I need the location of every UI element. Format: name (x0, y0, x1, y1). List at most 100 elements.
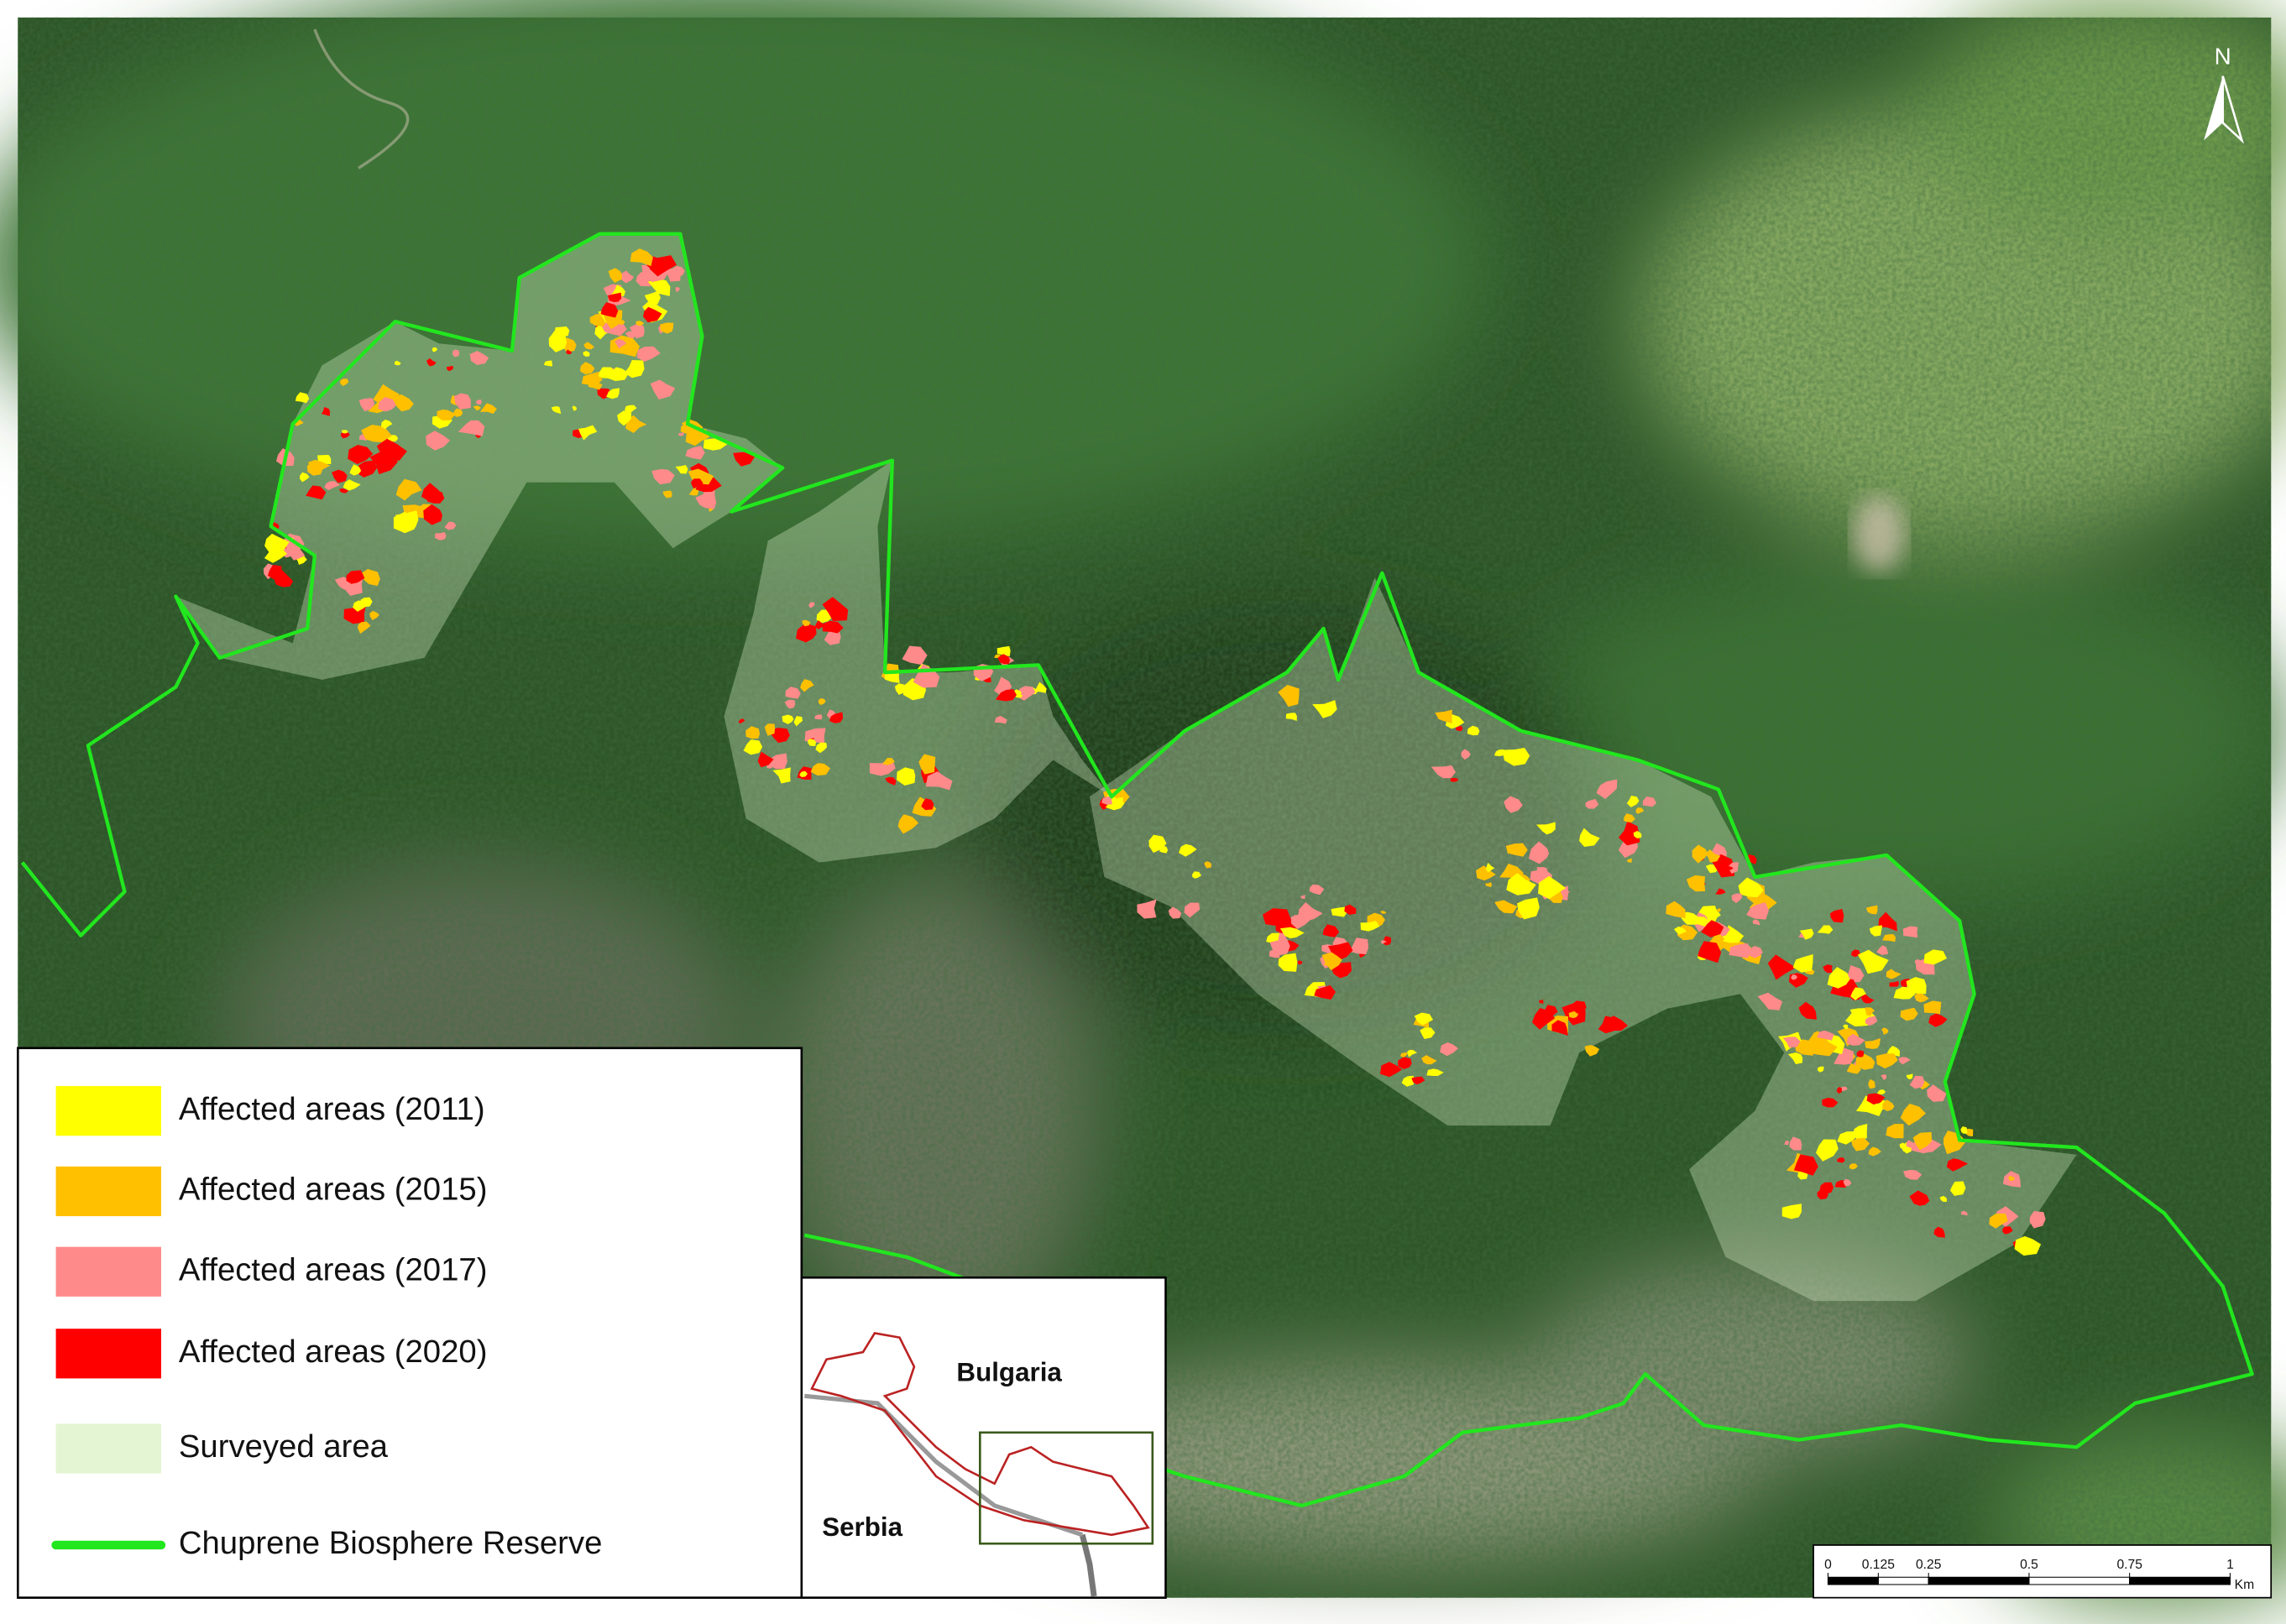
country-label: Bulgaria (956, 1357, 1062, 1386)
legend-swatch (55, 1246, 161, 1297)
affected-patch (1504, 796, 1523, 813)
affected-patch (1876, 1089, 1886, 1095)
affected-patch (1456, 725, 1463, 732)
affected-patch (1309, 884, 1325, 896)
affected-patch (1933, 1226, 1945, 1238)
affected-patch (1882, 1099, 1895, 1112)
affected-patch (578, 425, 598, 441)
scale-bar: 0 0.125 0.25 0.5 0.75 1Km (1813, 1544, 2273, 1599)
affected-patch (1906, 1073, 1913, 1080)
affected-patch (324, 481, 341, 491)
affected-patch (769, 753, 787, 770)
affected-patch (757, 751, 774, 768)
affected-patch (1673, 926, 1687, 935)
affected-patch (382, 441, 389, 449)
scale: 0 0.125 0.25 0.5 0.75 1Km (1824, 1558, 2254, 1592)
affected-patch (1729, 943, 1752, 958)
scale-box (1813, 1544, 2273, 1599)
affected-patch (1923, 1000, 1942, 1015)
country-label: Serbia (822, 1512, 902, 1542)
affected-patch (608, 268, 622, 284)
affected-patch (1414, 1012, 1434, 1026)
affected-patch (1314, 984, 1337, 1000)
affected-patch (615, 338, 627, 349)
affected-patch (1752, 919, 1760, 926)
affected-patch (1618, 821, 1640, 846)
affected-patch (1738, 877, 1764, 898)
affected-patch (1817, 1030, 1834, 1041)
affected-patch (1269, 938, 1290, 956)
affected-patch (1528, 841, 1550, 864)
affected-patch (395, 478, 422, 501)
affected-patch (452, 349, 460, 358)
affected-patch (995, 689, 1017, 702)
affected-patch (611, 285, 625, 297)
affected-patch (1789, 1136, 1802, 1151)
affected-patch (600, 302, 619, 318)
affected-patch (1886, 969, 1902, 979)
scale-label: 0.5 (2020, 1558, 2038, 1572)
legend-label: Affected areas (2020) (179, 1334, 488, 1370)
affected-patch (745, 726, 761, 739)
affected-patch (357, 621, 371, 634)
affected-patch (1882, 934, 1896, 943)
affected-patch (1843, 1178, 1852, 1187)
affected-patch (625, 415, 647, 434)
affected-patch (2029, 1210, 2046, 1229)
affected-patch (1642, 796, 1657, 807)
affected-patch (733, 452, 755, 467)
affected-patch (1178, 843, 1197, 857)
affected-patch (1585, 798, 1599, 809)
affected-patch (772, 767, 791, 784)
affected-patch (1731, 893, 1743, 904)
affected-patch (625, 405, 637, 415)
affected-patch (691, 478, 704, 489)
affected-patch (1551, 1020, 1568, 1036)
affected-patch (380, 420, 393, 430)
inset-box (800, 1276, 1167, 1599)
affected-patch (1292, 914, 1300, 922)
affected-patch (636, 321, 645, 326)
affected-patch (764, 723, 776, 736)
affected-patch (1816, 1139, 1839, 1162)
affected-patch (688, 488, 699, 496)
affected-patch (1300, 895, 1305, 900)
affected-patch (1262, 908, 1292, 927)
affected-patch (423, 504, 442, 525)
affected-patch (799, 770, 808, 778)
affected-patch (1461, 749, 1471, 760)
affected-patch (332, 469, 348, 483)
affected-patch (1783, 1141, 1789, 1146)
affected-patch (1829, 908, 1844, 923)
affected-patch (1923, 949, 1948, 965)
affected-patch (273, 569, 294, 587)
affected-areas (263, 248, 2046, 1256)
affected-patch (1701, 920, 1724, 937)
affected-patch (816, 609, 833, 624)
affected-patch (290, 549, 306, 561)
affected-patch (340, 379, 349, 386)
affected-patch (1379, 911, 1387, 914)
affected-patch (1312, 700, 1337, 718)
affected-patch (894, 683, 906, 695)
north-label: N (2215, 44, 2231, 70)
affected-patch (566, 349, 573, 355)
scale-segment (2129, 1576, 2231, 1585)
affected-patch (1380, 940, 1387, 944)
affected-patch (358, 569, 380, 587)
affected-patch (349, 464, 362, 476)
affected-patch (1323, 957, 1337, 968)
affected-patch (897, 814, 919, 834)
affected-patch (1817, 1066, 1824, 1073)
affected-patch (675, 465, 688, 474)
affected-patch (1105, 796, 1125, 811)
affected-patch (882, 757, 895, 765)
affected-patch (1517, 897, 1540, 920)
affected-patch (1502, 748, 1530, 766)
affected-patch (1626, 795, 1640, 807)
scale-label: 0.25 (1916, 1558, 1942, 1572)
affected-patch (1914, 958, 1922, 964)
affected-patch (572, 405, 577, 411)
